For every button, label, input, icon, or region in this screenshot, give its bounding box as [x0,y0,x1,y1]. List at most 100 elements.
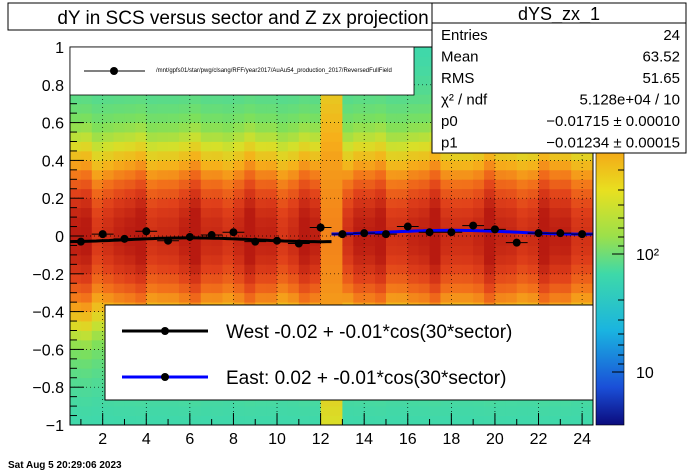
heatmap-cell [135,415,147,426]
heatmap-cell [473,396,485,407]
heatmap-cell [549,292,561,303]
heatmap-cell [222,113,234,123]
heatmap-cell [309,188,322,199]
heatmap-cell [70,103,82,114]
heatmap-cell [168,150,180,161]
heatmap-cell [135,207,147,218]
heatmap-cell [113,103,125,114]
heatmap-cell [277,188,289,199]
heatmap-cell [375,179,387,190]
heatmap-cell [189,292,202,303]
heatmap-cell [385,160,398,171]
heatmap-cell [146,132,158,142]
heatmap-cell [168,292,180,303]
heatmap-cell [135,122,147,133]
heatmap-cell [287,113,300,123]
heatmap-cell [80,207,93,218]
x-tick-label: 6 [185,431,194,448]
heatmap-cell [582,207,594,218]
heatmap-cell [189,150,202,161]
heatmap-cell [331,273,343,284]
heatmap-cell [462,245,474,256]
heatmap-cell [211,103,223,114]
heatmap-cell [91,198,104,209]
heatmap-cell [266,103,278,114]
heatmap-cell [331,169,343,180]
heatmap-cell [168,207,180,218]
heatmap-cell [287,141,300,152]
heatmap-cell [91,358,104,369]
heatmap-cell [200,132,213,142]
y-tick-label: −0.8 [32,380,64,397]
heatmap-cell [200,396,213,407]
heatmap-cell [233,94,245,105]
heatmap-cell [113,150,125,161]
heatmap-cell [549,188,561,199]
heatmap-cell [255,113,267,123]
heatmap-cell [331,415,343,426]
heatmap-cell [91,169,104,180]
heatmap-cell [516,150,529,161]
heatmap-cell [70,217,82,227]
heatmap-cell [571,406,583,416]
heatmap-cell [309,396,322,407]
heatmap-cell [266,141,278,152]
heatmap-cell [516,160,529,171]
heatmap-cell [320,122,332,133]
heatmap-cell [178,415,191,426]
heatmap-cell [298,283,311,294]
heatmap-cell [582,188,594,199]
heatmap-cell [538,160,550,171]
heatmap-cell [309,113,322,123]
data-points [70,221,593,248]
heatmap-cell [560,226,572,237]
heatmap-cell [375,150,387,161]
heatmap-cell [124,160,136,171]
heatmap-cell [80,188,93,199]
heatmap-cell [80,302,93,312]
heatmap-cell [407,150,420,161]
heatmap-cell [157,273,169,284]
heatmap-cell [135,217,147,227]
heatmap-cell [157,150,169,161]
heatmap-cell [80,94,93,105]
heatmap-cell [484,245,496,256]
heatmap-cell [233,179,245,190]
heatmap-cell [70,150,82,161]
heatmap-cell [91,415,104,426]
heatmap-cell [440,236,452,246]
heatmap-cell [462,169,474,180]
heatmap-cell [353,207,365,218]
heatmap-cell [102,113,114,123]
heatmap-cell [287,179,300,190]
heatmap-cell [70,188,82,199]
heatmap-cell [91,387,104,398]
heatmap-cell [211,236,223,246]
heatmap-cell [91,207,104,218]
heatmap-cell [385,236,398,246]
heatmap-cell [309,169,322,180]
heatmap-cell [244,122,256,133]
heatmap-cell [353,217,365,227]
heatmap-cell [124,198,136,209]
heatmap-cell [418,113,430,123]
heatmap-cell [375,141,387,152]
heatmap-cell [375,264,387,275]
heatmap-cell [222,396,234,407]
heatmap-cell [407,236,420,246]
heatmap-cell [211,207,223,218]
heatmap-cell [484,273,496,284]
heatmap-cell [70,207,82,218]
heatmap-cell [364,141,376,152]
heatmap-cell [255,415,267,426]
heatmap-cell [560,236,572,246]
heatmap-cell [375,103,387,114]
heatmap-cell [494,254,507,265]
heatmap-cell [560,169,572,180]
heatmap-cell [516,254,529,265]
heatmap-cell [549,226,561,237]
heatmap-cell [233,406,245,416]
heatmap-cell [505,150,518,161]
heatmap-cell [70,264,82,275]
heatmap-cell [146,207,158,218]
